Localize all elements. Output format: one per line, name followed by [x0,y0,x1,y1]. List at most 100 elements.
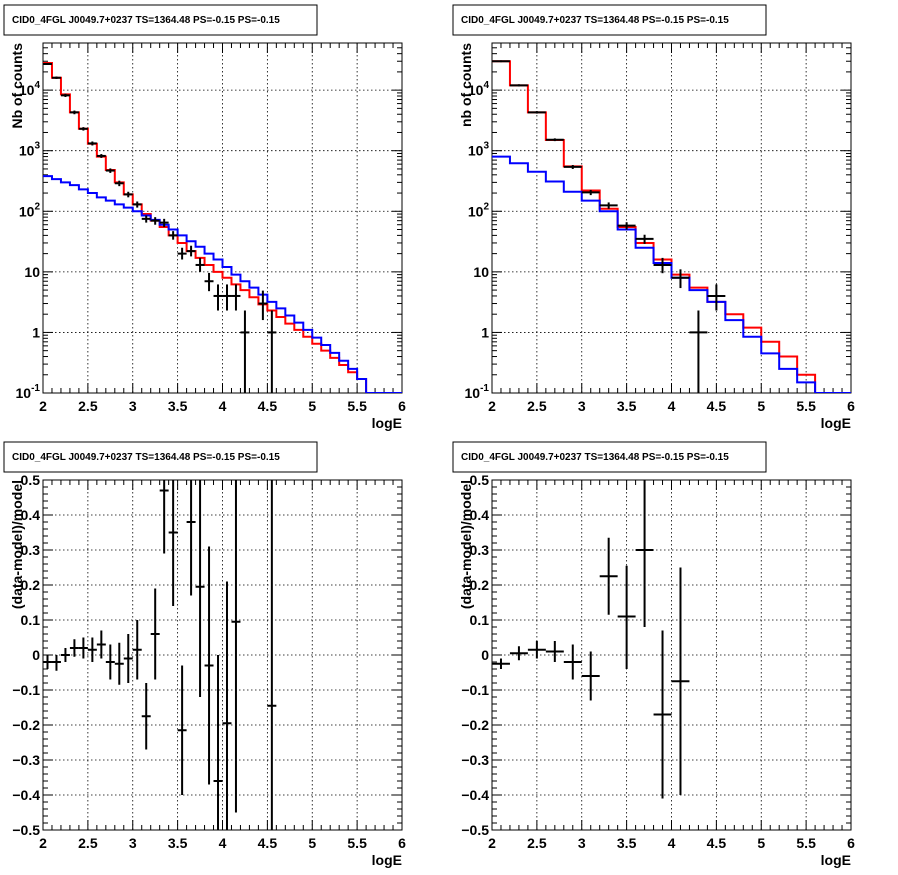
x-tick-label: 3 [129,398,137,414]
x-tick-label: 2 [488,398,496,414]
x-tick-label: 6 [398,398,406,414]
data-point [105,168,115,173]
data-point [204,546,214,785]
y-tick-label: 0.1 [470,612,490,628]
panel-title: CID0_4FGL J0049.7+0237 TS=1364.48 PS=-0.… [3,4,318,36]
x-tick-label: 3.5 [617,835,637,851]
data-point [51,655,61,671]
data-point [509,646,528,661]
y-tick-label: −0.5 [12,822,40,838]
x-tick-label: 2.5 [527,398,547,414]
grid [492,43,851,393]
data-point [132,201,142,208]
data-point [492,60,510,63]
data-point [123,191,133,198]
panel-top-left: 2 2.5 3 3.5 4 4.5 5 5.5 6 10-1 1 10 102 103 104 logE Nb … [3,4,406,431]
x-axis-title: logE [821,852,851,868]
panel-title-text: CID0_4FGL J0049.7+0237 TS=1364.48 PS=-0.… [12,15,280,26]
data-point [168,231,178,240]
data-point [195,257,205,272]
y-tick-label: 0.4 [21,507,41,523]
data-point [222,581,232,830]
x-axis-title: logE [372,852,402,868]
y-tick-label: −0.1 [461,682,489,698]
data-point [617,565,636,669]
x-tick-label: 2 [39,398,47,414]
ticks [491,479,852,831]
data-point [186,245,196,257]
panel-bottom-right: 2 2.5 3 3.5 4 4.5 5 5.5 6 −0.5 −0.4 −0.3 −0.2 −0.1 0 0.… [452,441,855,868]
y-tick-label: 0 [32,647,40,663]
y-tick-label: 10-1 [465,383,490,401]
y-tick-label: 10 [24,264,40,280]
data-point [78,127,88,131]
data-point [563,165,582,169]
y-tick-label: −0.3 [12,752,40,768]
data-point [509,84,528,87]
data-point [105,644,115,680]
x-tick-label: 3.5 [168,398,188,414]
data-point [141,683,151,750]
y-tick-label: 0.5 [470,472,490,488]
y-tick-label: 0 [481,647,489,663]
ticks [491,42,852,394]
data-point [231,480,241,813]
grid [43,480,402,830]
data-point [186,480,196,596]
y-tick-label: 10 [473,264,489,280]
data-point [599,537,618,615]
data-point [114,180,124,187]
x-tick-label: 5.5 [796,398,816,414]
data-point [43,655,52,669]
grid [492,480,851,830]
plot-data [43,480,277,830]
x-tick-label: 3 [129,835,137,851]
data-point [527,641,546,659]
x-tick-label: 4 [668,835,676,851]
data-point [527,111,546,114]
data-point [222,284,232,311]
data-point [168,480,178,606]
data-point [563,644,582,680]
x-tick-label: 3.5 [168,835,188,851]
x-tick-label: 6 [847,398,855,414]
data-point [689,310,708,393]
y-tick-label: −0.3 [461,752,489,768]
y-tick-label: 102 [19,201,41,219]
data-point [51,76,61,79]
y-tick-label: 0.2 [21,577,41,593]
y-tick-label: 0.3 [470,542,490,558]
panel-title: CID0_4FGL J0049.7+0237 TS=1364.48 PS=-0.… [3,441,318,473]
data-point [177,665,187,795]
x-tick-label: 6 [398,835,406,851]
panel-top-right: 2 2.5 3 3.5 4 4.5 5 5.5 6 10-1 1 10 102 103 104 logE nb … [452,4,855,431]
data-point [671,269,690,289]
data-point [545,138,564,142]
x-tick-label: 3 [578,398,586,414]
grid [43,43,402,393]
x-tick-label: 3 [578,835,586,851]
x-tick-label: 5 [757,398,765,414]
y-tick-label: 10-1 [16,383,41,401]
x-tick-label: 5 [308,835,316,851]
model-component-line [492,155,851,393]
data-point [617,222,636,230]
data-point [87,141,97,146]
data-point [213,655,223,830]
x-tick-label: 2 [488,835,496,851]
data-point [653,257,672,274]
x-tick-label: 5.5 [796,835,816,851]
data-point [150,217,160,225]
y-axis-title: nb of counts [458,43,474,127]
x-tick-label: 4.5 [258,835,278,851]
panel-title: CID0_4FGL J0049.7+0237 TS=1364.48 PS=-0.… [452,4,767,36]
y-tick-label: 0.5 [21,472,41,488]
data-point [69,639,79,657]
data-point [150,588,160,680]
x-axis-title: logE [821,415,851,431]
data-point [43,63,52,66]
model-component-line [43,175,402,393]
y-tick-label: 0.3 [21,542,41,558]
data-point [141,215,151,223]
y-tick-label: −0.4 [461,787,489,803]
